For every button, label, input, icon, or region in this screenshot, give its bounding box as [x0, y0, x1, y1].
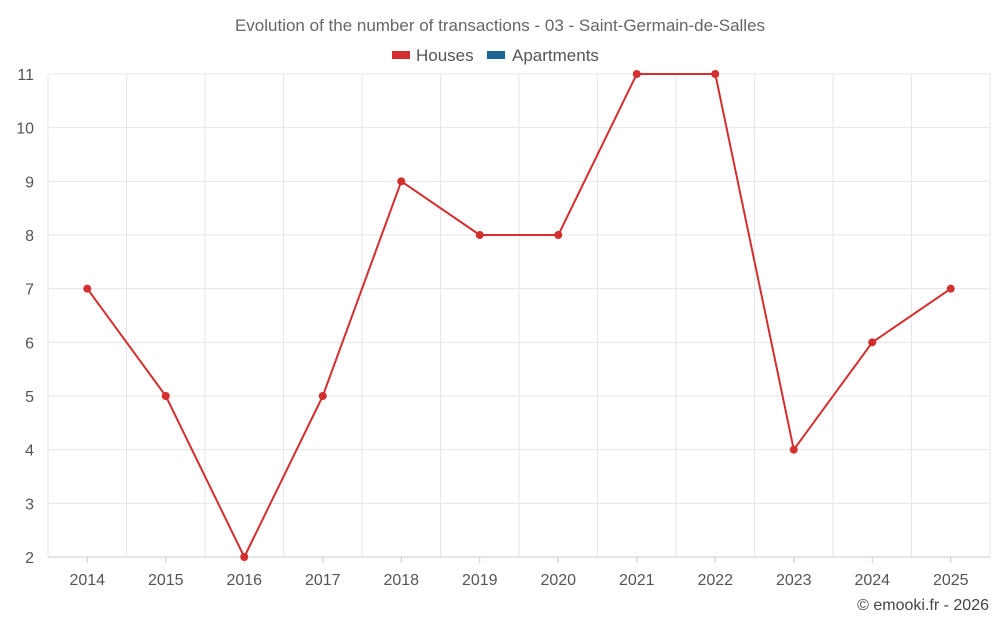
x-tick-label: 2025	[933, 572, 969, 589]
legend: Houses Apartments	[392, 46, 599, 65]
data-point-houses-2017[interactable]	[318, 392, 327, 400]
x-tick-label: 2018	[383, 572, 419, 589]
data-point-houses-2018[interactable]	[397, 177, 406, 186]
data-point-houses-2022[interactable]	[711, 70, 720, 78]
legend-item-houses[interactable]: Houses	[392, 46, 474, 65]
y-tick-label: 9	[25, 174, 34, 191]
data-point-houses-2020[interactable]	[554, 231, 563, 239]
x-tick-label: 2015	[148, 572, 184, 589]
data-point-houses-2025[interactable]	[946, 284, 955, 293]
legend-label-houses: Houses	[416, 46, 474, 65]
y-tick-label: 10	[16, 121, 34, 138]
x-tick-label: 2014	[69, 572, 105, 589]
y-axis: 2 3 4 5 6 7 8 9 10 11	[16, 67, 34, 567]
y-tick-label: 5	[25, 389, 34, 406]
x-tick-label: 2024	[854, 572, 890, 589]
data-point-houses-2015[interactable]	[161, 392, 170, 400]
y-tick-label: 3	[25, 496, 34, 513]
data-point-houses-2023[interactable]	[789, 445, 798, 454]
x-tick-label: 2023	[776, 572, 812, 589]
y-tick-label: 11	[17, 67, 34, 84]
data-point-houses-2019[interactable]	[475, 231, 484, 239]
x-tick-label: 2019	[462, 572, 498, 589]
x-tick-label: 2017	[305, 572, 341, 589]
x-tick-label: 2020	[540, 572, 576, 589]
x-tick-label: 2022	[697, 572, 733, 589]
credit-text: © emooki.fr - 2026	[857, 597, 989, 614]
chart-title: Evolution of the number of transactions …	[235, 16, 765, 35]
y-tick-label: 6	[25, 335, 34, 352]
series-houses	[83, 70, 955, 561]
x-axis: 2014 2015 2016 2017 2018 2019 2020 2021 2022 2023…	[48, 556, 990, 589]
legend-label-apartments: Apartments	[512, 46, 599, 65]
legend-item-apartments[interactable]: Apartments	[487, 46, 599, 65]
legend-swatch-houses	[392, 51, 410, 59]
y-tick-label: 7	[25, 282, 34, 299]
series-line-houses	[86, 73, 952, 558]
x-tick-label: 2021	[619, 572, 655, 589]
data-point-houses-2021[interactable]	[632, 70, 641, 78]
legend-swatch-apartments	[487, 51, 505, 59]
y-tick-label: 8	[25, 228, 34, 245]
y-tick-label: 2	[25, 550, 34, 567]
data-point-houses-2024[interactable]	[868, 338, 877, 347]
y-tick-label: 4	[25, 443, 34, 460]
grid	[47, 73, 991, 557]
data-point-houses-2016[interactable]	[240, 553, 249, 561]
data-point-houses-2014[interactable]	[83, 284, 92, 293]
x-tick-label: 2016	[226, 572, 262, 589]
